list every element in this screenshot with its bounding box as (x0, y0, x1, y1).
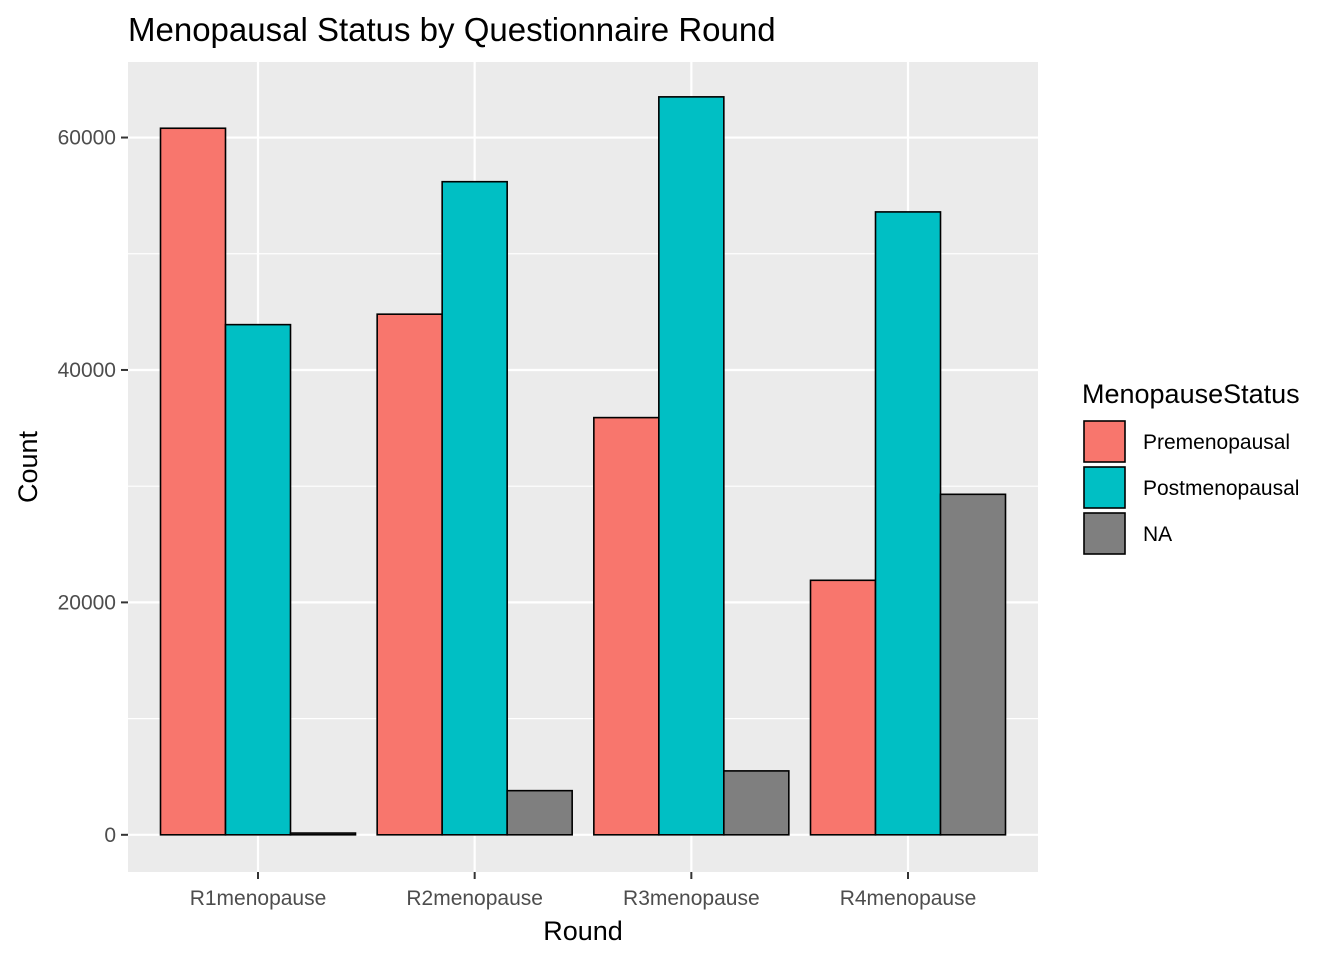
x-tick-label: R3menopause (623, 887, 760, 910)
legend-label: NA (1143, 523, 1172, 546)
bar-postmenopausal-r4menopause (874, 211, 942, 836)
chart-title: Menopausal Status by Questionnaire Round (128, 11, 776, 48)
legend-label: Premenopausal (1143, 431, 1290, 454)
bar-premenopausal-r3menopause (593, 416, 660, 836)
bar-postmenopausal-r3menopause (658, 96, 725, 836)
x-tick-label: R2menopause (406, 887, 543, 910)
x-tick-label: R1menopause (190, 887, 327, 910)
y-tick-label: 0 (104, 824, 116, 847)
legend-title: MenopauseStatus (1082, 379, 1300, 409)
bars (159, 96, 1007, 836)
y-tick-label: 60000 (58, 127, 116, 150)
bar-premenopausal-r1menopause (159, 127, 227, 836)
bar-postmenopausal-r2menopause (441, 180, 508, 836)
legend: MenopauseStatus Premenopausal Postmenopau… (1082, 379, 1300, 555)
x-tick-label: R4menopause (840, 887, 977, 910)
bar-na-r3menopause (723, 770, 790, 836)
bar-premenopausal-r2menopause (376, 313, 443, 836)
y-tick-label: 20000 (58, 591, 116, 614)
bar-premenopausal-r4menopause (809, 579, 877, 836)
bar-na-r4menopause (939, 493, 1007, 836)
y-tick-label: 40000 (58, 359, 116, 382)
y-axis-title: Count (13, 430, 43, 503)
x-axis: R1menopause R2menopause R3menopause R4menop… (190, 872, 977, 910)
x-axis-title: Round (543, 916, 623, 946)
bar-postmenopausal-r1menopause (224, 323, 292, 836)
legend-key-na (1083, 512, 1126, 555)
legend-key-postmenopausal (1083, 466, 1126, 509)
legend-key-premenopausal (1083, 420, 1126, 463)
bar-na-r2menopause (506, 789, 573, 836)
legend-label: Postmenopausal (1143, 477, 1299, 500)
y-axis: 0 20000 40000 60000 (58, 127, 128, 847)
bar-na-r1menopause (289, 832, 357, 836)
